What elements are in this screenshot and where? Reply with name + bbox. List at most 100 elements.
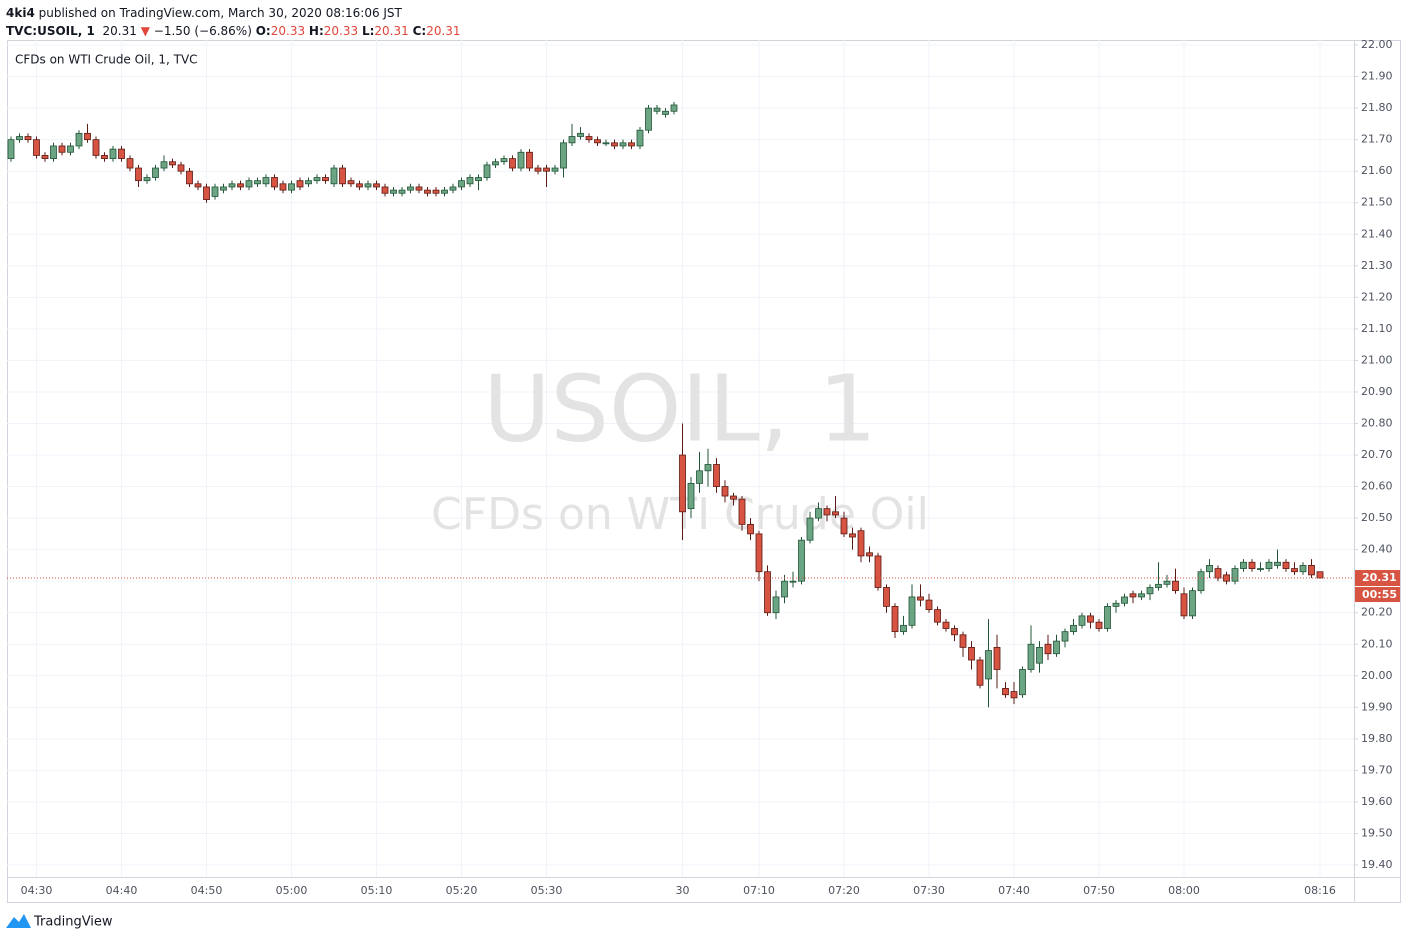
candle-body — [509, 158, 516, 169]
y-tick-label: 20.90 — [1361, 385, 1393, 398]
candle-body — [1172, 580, 1179, 592]
candle-body — [492, 161, 499, 166]
candle-body — [356, 183, 363, 188]
candle-body — [764, 571, 771, 614]
candle-body — [1231, 568, 1239, 582]
x-tick-label: 07:40 — [998, 884, 1030, 897]
candle-body — [772, 596, 780, 614]
candle-body — [1112, 602, 1120, 607]
candle-body — [330, 167, 338, 185]
y-tick-label: 20.40 — [1361, 543, 1393, 556]
candle-body — [169, 161, 176, 166]
candle-body — [1299, 565, 1307, 573]
candle-body — [738, 498, 746, 525]
y-tick-label: 19.90 — [1361, 700, 1393, 713]
candle-body — [577, 132, 584, 137]
y-tick-label: 21.80 — [1361, 101, 1393, 114]
candle-body — [747, 524, 754, 535]
y-tick-label: 22.00 — [1361, 38, 1393, 51]
candle-body — [517, 151, 525, 169]
x-tick-label: 04:50 — [191, 884, 223, 897]
candle-body — [526, 151, 533, 169]
y-tick-label: 19.80 — [1361, 732, 1393, 745]
candle-body — [679, 454, 686, 513]
author: 4ki4 — [6, 6, 35, 20]
candle-body — [1002, 688, 1009, 696]
candle-body — [1104, 606, 1111, 629]
candle-body — [186, 170, 193, 185]
candle-body — [628, 142, 635, 147]
candle-body — [1019, 669, 1026, 696]
last-price-box — [1355, 570, 1400, 587]
y-tick-label: 19.40 — [1361, 858, 1393, 871]
countdown-label: 00:55 — [1362, 588, 1397, 601]
candle-body — [1070, 624, 1077, 633]
candle-body — [475, 177, 482, 182]
publish-line: 4ki4 published on TradingView.com, March… — [6, 4, 461, 22]
y-tick-label: 20.00 — [1361, 669, 1393, 682]
candle-body — [16, 136, 23, 141]
y-tick-label: 20.60 — [1361, 480, 1393, 493]
x-tick-label: 07:10 — [743, 884, 775, 897]
y-tick-label: 21.00 — [1361, 353, 1393, 366]
candle-body — [874, 555, 882, 588]
candle-body — [1146, 587, 1154, 595]
candle-body — [143, 177, 151, 182]
candle-body — [500, 158, 508, 163]
candle-body — [1189, 590, 1196, 617]
candle-body — [670, 104, 678, 112]
low-label: L: — [361, 24, 375, 38]
candle-body — [917, 596, 924, 601]
x-tick-label: 05:00 — [276, 884, 308, 897]
candle-body — [254, 180, 261, 185]
candle-body — [849, 533, 856, 538]
candle-body — [50, 145, 57, 159]
candle-body — [900, 624, 907, 633]
x-tick-label: 07:50 — [1083, 884, 1115, 897]
x-tick-label: 05:20 — [446, 884, 478, 897]
candle-body — [1163, 580, 1171, 585]
candle-body — [959, 634, 967, 648]
y-tick-label: 20.20 — [1361, 606, 1393, 619]
x-tick-label: 30 — [676, 884, 690, 897]
candle-body — [1257, 568, 1264, 570]
y-tick-label: 21.70 — [1361, 133, 1393, 146]
candle-body — [602, 142, 610, 145]
candle-body — [109, 148, 117, 159]
x-tick-label: 04:40 — [106, 884, 138, 897]
candle-body — [1121, 596, 1128, 604]
candle-body — [407, 186, 414, 191]
y-tick-label: 21.20 — [1361, 290, 1393, 303]
candle-body — [1248, 561, 1256, 569]
brand: TradingView — [6, 914, 113, 930]
candle-body — [390, 189, 397, 194]
candle-body — [75, 132, 83, 147]
y-tick-label: 21.40 — [1361, 227, 1393, 240]
candle-body — [449, 186, 457, 191]
candle-body — [415, 186, 423, 191]
candle-body — [483, 164, 491, 178]
candle-body — [560, 142, 567, 169]
candle-body — [458, 180, 465, 188]
x-tick-label: 08:16 — [1304, 884, 1336, 897]
candle-body — [534, 167, 542, 172]
last-price-label: 20.31 — [1362, 571, 1397, 584]
candle-body — [721, 486, 729, 497]
candle-body — [296, 180, 304, 188]
direction: ▼ — [140, 24, 150, 38]
brand-logo — [6, 914, 31, 928]
candle-body — [1308, 565, 1315, 576]
candles — [7, 101, 1324, 708]
header: 4ki4 published on TradingView.com, March… — [6, 4, 461, 40]
candle-body — [1282, 561, 1290, 569]
candle-body — [823, 508, 831, 516]
candle-body — [636, 129, 644, 147]
candle-body — [41, 155, 49, 159]
candle-body — [866, 552, 873, 557]
chart-frame — [7, 40, 1401, 903]
y-tick-label: 21.60 — [1361, 164, 1393, 177]
candle-body — [789, 580, 797, 583]
candle-body — [1036, 647, 1043, 664]
candle-body — [1078, 615, 1086, 626]
